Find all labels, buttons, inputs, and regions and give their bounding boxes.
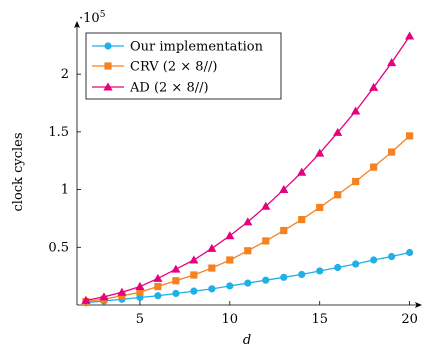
- series-0-point-13: [280, 273, 288, 281]
- series-2-point-2: [81, 295, 91, 304]
- series-0-point-15: [316, 267, 324, 275]
- series-0-point-19: [388, 252, 396, 261]
- series-2-point-11: [243, 217, 253, 226]
- series-2-point-18: [369, 82, 379, 91]
- ticks: 5 10 15 20 0.5 1 1.5 2: [48, 67, 418, 327]
- series-1-point-11: [244, 247, 252, 255]
- series-2-point-14: [297, 167, 307, 176]
- series-2-point-6: [153, 273, 163, 282]
- series-1-point-18: [370, 163, 378, 171]
- series-1-point-4: [118, 292, 126, 300]
- series-2-point-15: [315, 148, 325, 157]
- series-1-point-17: [352, 177, 360, 186]
- y-tick-label-2: 2: [61, 67, 69, 82]
- series-1-point-8: [190, 271, 198, 279]
- legend: Our implementation CRV (2 × 8∕∕) AD (2 × 8…: [85, 32, 282, 100]
- series-2: [81, 31, 415, 304]
- series-1-point-13: [280, 226, 288, 235]
- series-0-point-16: [334, 263, 342, 272]
- series-2-point-19: [387, 58, 397, 67]
- series-2-point-12: [261, 201, 271, 210]
- y-tick-label-0.5: 0.5: [48, 240, 69, 255]
- series-2-point-3: [99, 292, 109, 301]
- series-0-point-18: [370, 256, 378, 264]
- series-1-point-5: [136, 288, 144, 296]
- series-2-point-16: [333, 127, 343, 136]
- series-2-point-20: [405, 31, 415, 40]
- series-1-point-7: [172, 277, 180, 285]
- x-tick-label-5: 5: [136, 312, 144, 327]
- series-0-point-14: [298, 270, 306, 279]
- series-2-point-10: [225, 231, 235, 240]
- series-0-point-9: [208, 285, 216, 293]
- series-0-point-20: [406, 248, 414, 257]
- series-1-point-12: [262, 237, 270, 245]
- series-1-point-19: [388, 148, 396, 156]
- series-2-point-17: [351, 106, 361, 115]
- series-0-point-12: [262, 276, 270, 284]
- series-1-point-14: [298, 215, 306, 224]
- legend-marker-2: [103, 82, 113, 91]
- series-2-point-4: [117, 287, 127, 296]
- series-0-point-7: [172, 289, 180, 298]
- series-2-point-7: [171, 264, 181, 273]
- series-0-point-10: [226, 282, 234, 290]
- series-2-point-8: [189, 255, 199, 264]
- x-axis-label: d: [243, 333, 251, 348]
- series-2-point-9: [207, 243, 217, 252]
- y-tick-label-1.5: 1.5: [48, 125, 69, 140]
- series-0-point-8: [190, 287, 198, 295]
- legend-label-2: AD (2 × 8∕∕): [129, 81, 209, 96]
- series-layer: [81, 31, 415, 307]
- series-1-point-20: [406, 132, 414, 140]
- x-axis-arrow: [415, 302, 422, 308]
- series-0-point-11: [244, 279, 252, 287]
- series-0-point-6: [154, 292, 162, 300]
- y-multiplier-label: ·105: [79, 10, 106, 26]
- y-axis-arrow: [74, 21, 80, 28]
- series-1-point-10: [226, 256, 234, 264]
- series-0-point-17: [352, 260, 360, 268]
- series-2-point-5: [135, 281, 145, 290]
- x-tick-label-15: 15: [311, 312, 328, 327]
- legend-marker-1: [104, 62, 112, 70]
- x-tick-label-20: 20: [401, 312, 418, 327]
- series-1-point-15: [316, 203, 324, 212]
- series-0-line: [85, 251, 410, 304]
- legend-label-1: CRV (2 × 8∕∕): [130, 60, 217, 75]
- series-1-point-16: [334, 191, 342, 199]
- series-2-point-13: [279, 184, 289, 194]
- y-axis-label: clock cycles: [11, 133, 26, 212]
- y-tick-label-1: 1: [61, 183, 69, 198]
- series-1-point-6: [154, 282, 162, 291]
- series-0: [82, 248, 414, 307]
- legend-marker-0: [104, 42, 112, 50]
- axes: [74, 21, 422, 308]
- legend-label-0: Our implementation: [130, 40, 264, 55]
- x-tick-label-10: 10: [222, 312, 239, 327]
- series-1-point-9: [208, 264, 216, 272]
